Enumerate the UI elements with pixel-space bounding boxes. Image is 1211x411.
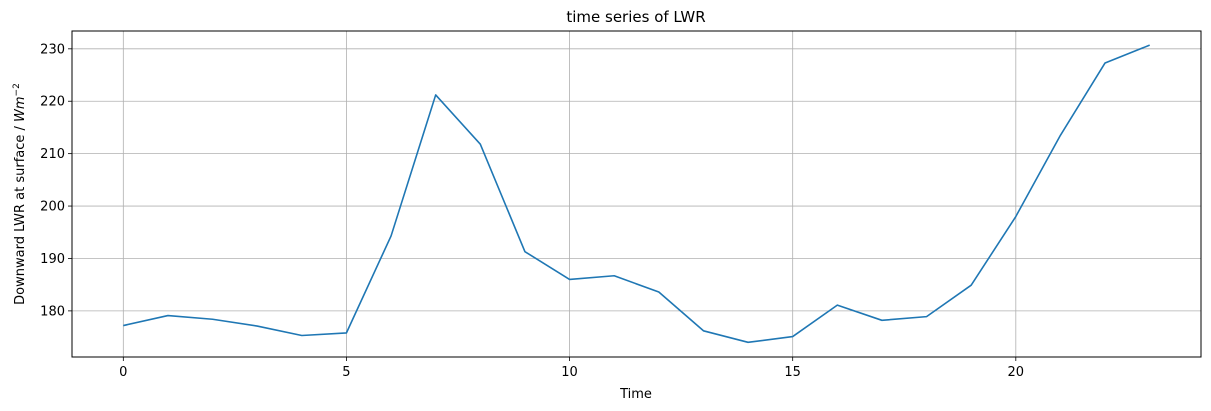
y-axis-label: Downward LWR at surface / Wm−2 bbox=[12, 83, 28, 305]
series-line bbox=[123, 44, 1150, 344]
y-axis-label-main: Downward LWR at surface / bbox=[13, 122, 28, 305]
y-axis-label-unit-var: m bbox=[13, 96, 28, 109]
y-tick-label: 230 bbox=[40, 42, 65, 57]
y-tick-label: 220 bbox=[40, 95, 65, 110]
x-tick-label: 10 bbox=[561, 365, 578, 380]
grid-lines bbox=[72, 31, 1201, 357]
x-axis-ticks: 0 5 10 15 20 bbox=[119, 357, 1024, 380]
plot-frame bbox=[71, 30, 1202, 358]
chart-title: time series of LWR bbox=[566, 8, 705, 26]
y-tick-label: 190 bbox=[40, 252, 65, 267]
x-tick-label: 15 bbox=[784, 365, 801, 380]
y-axis-ticks: 180 190 200 210 220 230 bbox=[40, 42, 72, 319]
y-axis-label-unit-base: W bbox=[13, 108, 28, 122]
x-tick-label: 20 bbox=[1008, 365, 1025, 380]
x-axis-label: Time bbox=[619, 387, 652, 402]
y-tick-label: 200 bbox=[40, 200, 65, 215]
y-axis-label-unit-exp: −2 bbox=[12, 83, 22, 96]
y-tick-label: 180 bbox=[40, 304, 65, 319]
x-tick-label: 0 bbox=[119, 365, 127, 380]
y-tick-label: 210 bbox=[40, 147, 65, 162]
x-tick-label: 5 bbox=[342, 365, 350, 380]
